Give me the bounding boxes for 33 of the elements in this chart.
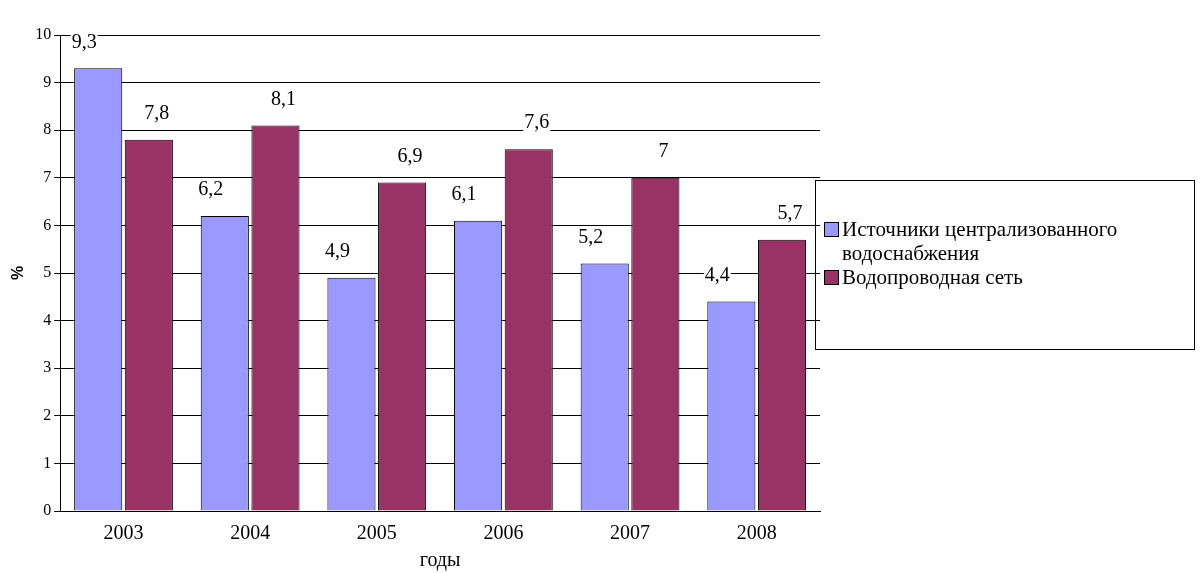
x-tick-label: 2006 xyxy=(483,521,524,544)
y-tick-label: 6 xyxy=(43,215,52,233)
data-label: 5,7 xyxy=(777,200,803,223)
data-label: 9,3 xyxy=(71,29,97,52)
y-tick-label: 10 xyxy=(35,25,52,43)
y-axis-title: % xyxy=(9,265,27,281)
data-label: 6,1 xyxy=(451,181,477,204)
x-tick-label: 2005 xyxy=(356,521,397,544)
data-label: 5,2 xyxy=(578,224,604,247)
data-label: 8,1 xyxy=(270,86,296,109)
legend-label: Водопроводная сеть xyxy=(842,265,1023,289)
legend-label: Источники централизованного водоснабжения xyxy=(842,217,1119,265)
data-label: 6,9 xyxy=(397,143,423,166)
x-tick-label: 2008 xyxy=(736,521,777,544)
data-label: 7,8 xyxy=(144,100,170,123)
y-tick-label: 5 xyxy=(43,263,52,281)
data-label: 4,9 xyxy=(324,239,350,262)
y-tick-label: 0 xyxy=(43,501,52,519)
y-tick-label: 2 xyxy=(43,406,52,423)
data-label: 6,2 xyxy=(198,177,224,200)
y-tick-label: 8 xyxy=(43,120,52,138)
x-tick-label: 2007 xyxy=(610,521,651,544)
data-label: 4,4 xyxy=(704,262,730,285)
y-tick-label: 9 xyxy=(43,72,52,90)
data-label: 7,6 xyxy=(524,110,550,133)
y-tick-label: 7 xyxy=(43,168,52,185)
y-tick-label: 3 xyxy=(43,358,52,376)
y-tick-label: 1 xyxy=(43,453,52,471)
x-axis-title: годы xyxy=(419,548,461,572)
data-label: 7 xyxy=(658,139,669,162)
x-tick-label: 2003 xyxy=(103,521,144,544)
y-tick-label: 4 xyxy=(43,310,52,328)
x-tick-label: 2004 xyxy=(230,521,271,544)
